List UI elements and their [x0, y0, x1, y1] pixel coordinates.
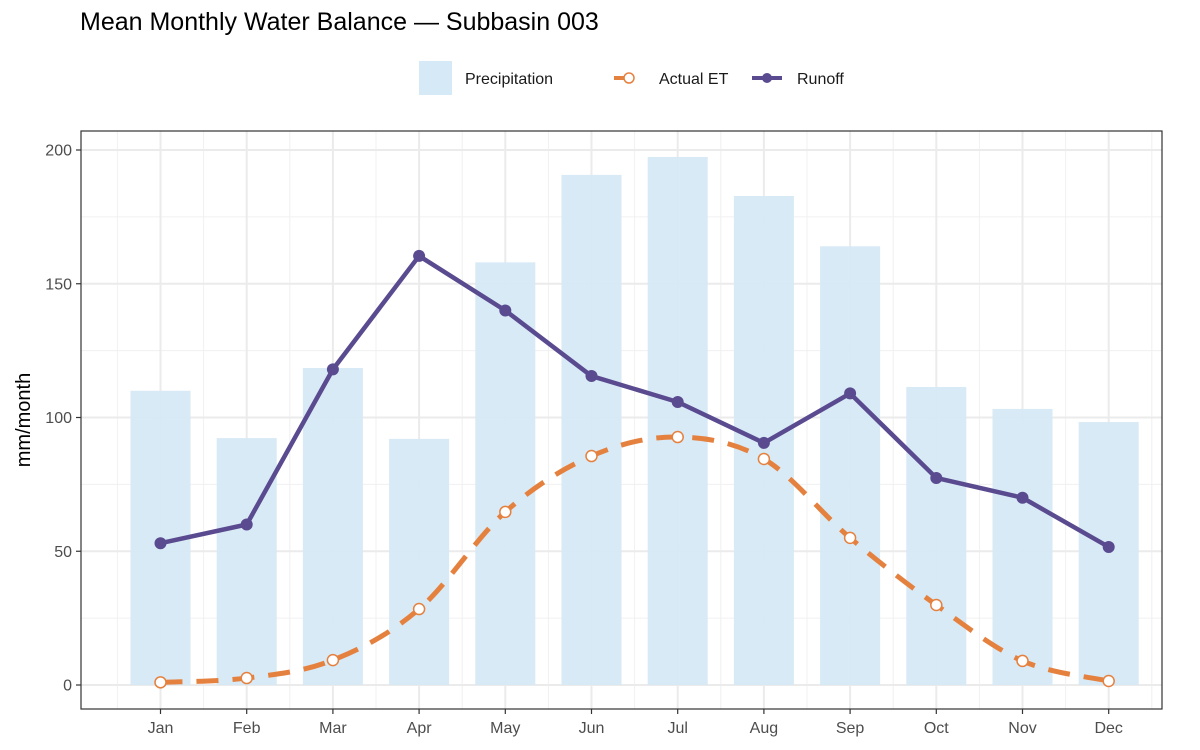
- legend-marker-runoff: [762, 73, 772, 83]
- point-runoff-jun: [585, 370, 598, 383]
- x-tick-label-jan: Jan: [148, 720, 174, 737]
- point-runoff-jan: [154, 537, 167, 550]
- x-tick-label-apr: Apr: [407, 720, 433, 737]
- point-actual-et-feb: [240, 671, 253, 685]
- x-tick-label-mar: Mar: [319, 720, 347, 737]
- x-tick-label-jun: Jun: [579, 720, 605, 737]
- point-runoff-dec: [1102, 540, 1115, 553]
- point-actual-et-mar: [326, 653, 340, 667]
- point-runoff-apr: [413, 249, 426, 262]
- legend-item-runoff: Runoff: [752, 71, 844, 88]
- bar-precipitation-may: [475, 262, 536, 685]
- point-actual-et-sep: [843, 531, 857, 545]
- point-runoff-oct: [930, 471, 943, 484]
- y-tick-label: 200: [45, 143, 72, 160]
- x-tick-label-feb: Feb: [233, 720, 261, 737]
- legend-label-runoff: Runoff: [797, 71, 844, 88]
- y-tick-label: 50: [54, 544, 72, 561]
- point-runoff-sep: [844, 387, 857, 400]
- y-tick-label: 150: [45, 276, 72, 293]
- point-runoff-mar: [326, 363, 339, 376]
- point-actual-et-aug: [757, 452, 771, 466]
- point-runoff-feb: [240, 518, 253, 531]
- x-tick-label-aug: Aug: [750, 720, 778, 737]
- actual-et-series: [154, 430, 1115, 689]
- bar-precipitation-apr: [389, 438, 450, 685]
- legend: Precipitation Actual ET Runoff: [419, 61, 844, 95]
- y-axis-title: mm/month: [13, 373, 35, 467]
- point-runoff-aug: [757, 436, 770, 449]
- plot-border: [80, 130, 1163, 710]
- point-actual-et-jan: [154, 676, 167, 689]
- point-actual-et-dec: [1102, 674, 1115, 688]
- legend-item-actual-et: Actual ET: [614, 71, 729, 88]
- bar-precipitation-sep: [820, 246, 881, 686]
- bar-precipitation-dec: [1078, 422, 1139, 685]
- point-actual-et-oct: [930, 598, 943, 612]
- bar-precipitation-jul: [647, 156, 708, 685]
- point-actual-et-jul: [671, 430, 684, 444]
- point-actual-et-may: [499, 505, 512, 519]
- point-runoff-jul: [671, 395, 684, 408]
- legend-label-actual-et: Actual ET: [659, 71, 729, 88]
- y-axis: 0 50 100 150 200: [45, 143, 81, 695]
- bar-precipitation-oct: [906, 387, 967, 685]
- chart-title: Mean Monthly Water Balance — Subbasin 00…: [80, 8, 599, 36]
- y-tick-label: 100: [45, 410, 72, 427]
- legend-swatch-precipitation: [419, 61, 452, 95]
- bar-precipitation-nov: [992, 408, 1053, 685]
- x-tick-label-may: May: [490, 720, 520, 737]
- legend-item-precipitation: Precipitation: [419, 61, 553, 95]
- x-tick-label-sep: Sep: [836, 720, 865, 737]
- x-axis: Jan Feb Mar Apr May Jun Jul Aug Sep Oct Nov Dec: [148, 709, 1123, 737]
- legend-label-precipitation: Precipitation: [465, 71, 553, 88]
- legend-marker-actual-et: [623, 72, 635, 84]
- line-runoff: [160, 253, 1110, 549]
- x-tick-label-nov: Nov: [1008, 720, 1036, 737]
- line-actual-et: [160, 434, 1110, 685]
- precipitation-bars: [130, 156, 1139, 686]
- bar-precipitation-mar: [302, 368, 363, 685]
- point-actual-et-nov: [1016, 654, 1029, 668]
- bar-precipitation-feb: [216, 438, 277, 685]
- point-runoff-may: [499, 304, 512, 317]
- bar-precipitation-jun: [561, 174, 622, 685]
- point-runoff-nov: [1016, 491, 1029, 504]
- y-tick-label: 0: [63, 678, 72, 695]
- point-actual-et-jun: [585, 449, 598, 463]
- runoff-series: [154, 249, 1115, 553]
- x-tick-label-jul: Jul: [667, 720, 687, 737]
- point-actual-et-apr: [412, 602, 426, 616]
- x-tick-label-oct: Oct: [924, 720, 949, 737]
- x-tick-label-dec: Dec: [1094, 720, 1122, 737]
